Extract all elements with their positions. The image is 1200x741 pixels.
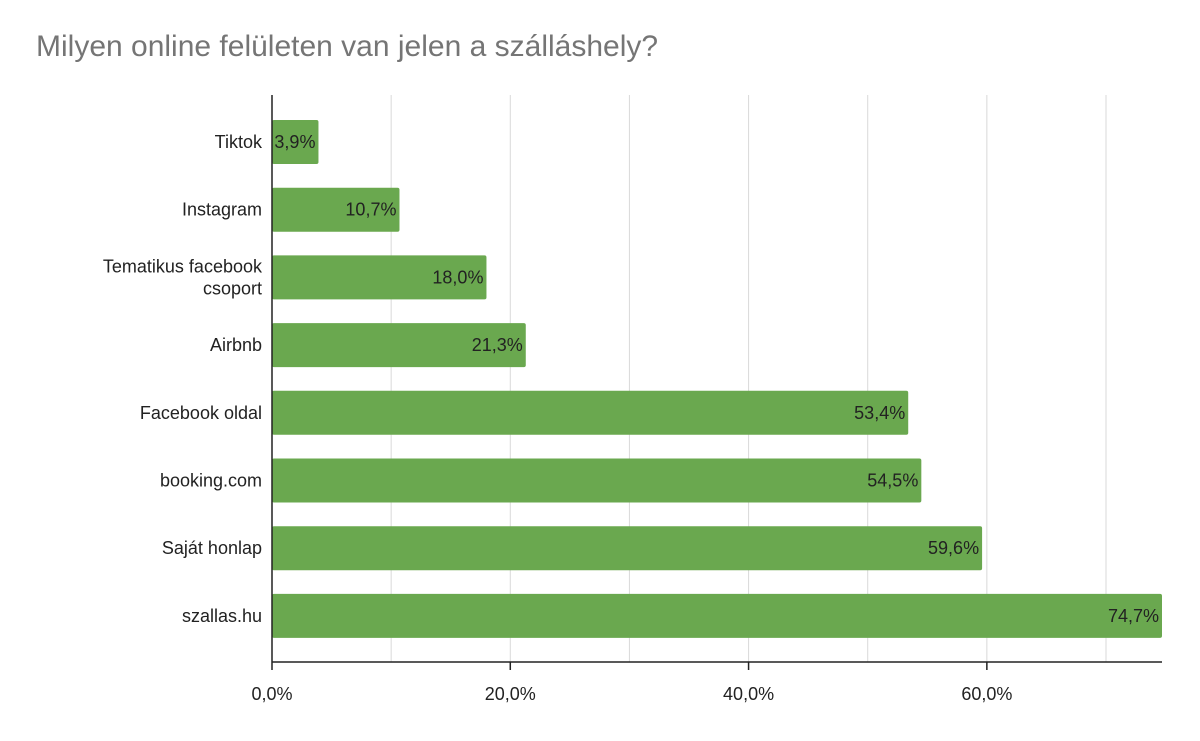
category-label: Facebook oldal (140, 403, 262, 423)
label-layer: 3,9% 10,7% 18,0% 21,3% 53,4% 54,5% 59,6% 74,7% T… (103, 132, 1159, 704)
category-label: Instagram (182, 200, 262, 220)
bar (272, 323, 526, 368)
category-label: Tematikus facebook (103, 256, 263, 276)
data-label: 53,4% (854, 403, 905, 423)
bar (272, 120, 319, 164)
grid-layer (390, 95, 1107, 662)
data-label: 18,0% (432, 267, 483, 287)
data-label: 59,6% (928, 538, 979, 558)
bar-layer (272, 120, 1162, 638)
category-label: booking.com (160, 471, 262, 491)
category-label: Tiktok (215, 132, 263, 152)
x-tick-label: 0,0% (251, 684, 292, 704)
data-label: 54,5% (867, 471, 918, 491)
data-label: 21,3% (472, 335, 523, 355)
data-label: 3,9% (274, 132, 315, 152)
data-label: 10,7% (345, 200, 396, 220)
bar (272, 187, 400, 232)
category-label: szallas.hu (182, 606, 262, 626)
bar (272, 255, 487, 300)
category-label: csoport (203, 278, 262, 298)
category-label: Airbnb (210, 335, 262, 355)
x-tick-label: 40,0% (723, 684, 774, 704)
bar (272, 526, 983, 571)
bar (272, 593, 1162, 638)
chart-title: Milyen online felületen van jelen a szál… (36, 30, 659, 63)
x-tick-label: 20,0% (485, 684, 536, 704)
bar (272, 390, 909, 435)
x-tick-label: 60,0% (961, 684, 1012, 704)
axis-layer (271, 95, 1162, 670)
category-label: Saját honlap (162, 538, 262, 558)
data-label: 74,7% (1108, 606, 1159, 626)
bar (272, 458, 922, 503)
